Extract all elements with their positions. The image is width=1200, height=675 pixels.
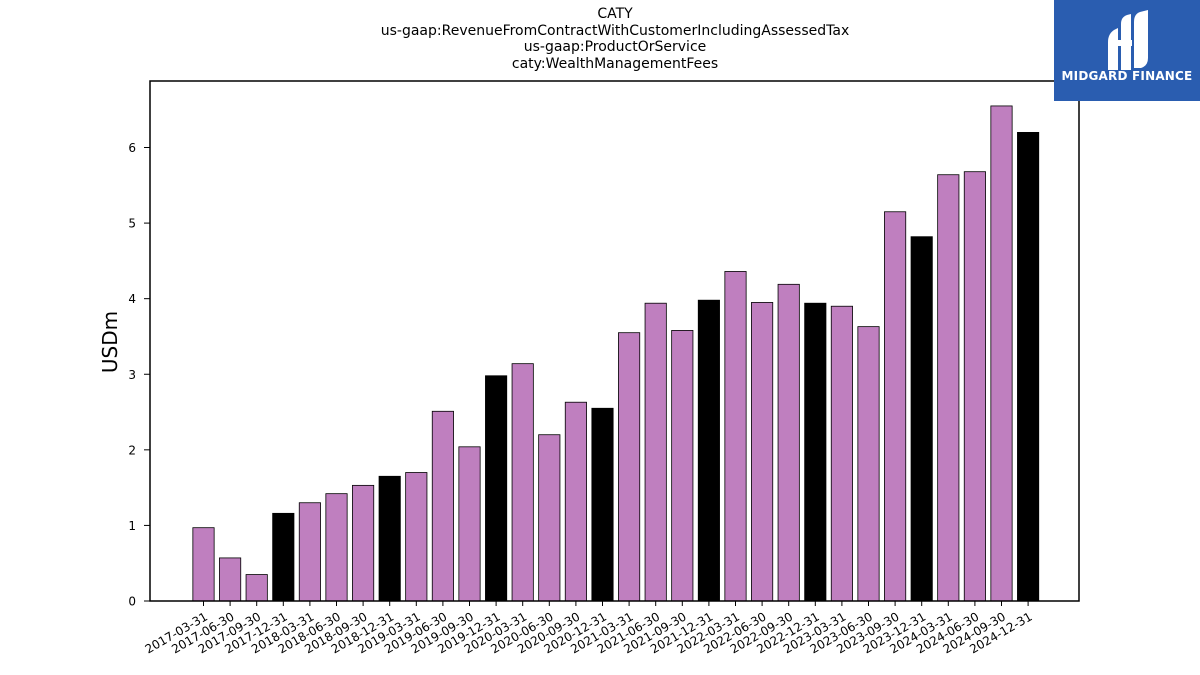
bar-2017-12-31: [272, 512, 295, 602]
y-tick-label: 4: [128, 292, 136, 306]
bar-2017-09-30: [245, 574, 268, 602]
bar-2021-03-31: [618, 332, 641, 602]
bar-2020-09-30: [564, 401, 587, 602]
title-line-concept: us-gaap:RevenueFromContractWithCustomerI…: [380, 22, 850, 39]
bar-2020-03-31: [511, 363, 534, 602]
bar-2023-12-31: [910, 236, 933, 602]
bar-2024-03-31: [937, 174, 960, 602]
y-tick-label: 1: [128, 519, 136, 533]
bar-2024-09-30: [990, 105, 1013, 602]
bar-2022-12-31: [804, 302, 827, 602]
title-line-member: caty:WealthManagementFees: [511, 55, 719, 72]
bar-2020-12-31: [591, 407, 614, 602]
bar-2023-06-30: [857, 326, 880, 602]
x-axis: 2017-03-312017-06-302017-09-302017-12-31…: [143, 601, 1035, 656]
chart-title: CATY us-gaap:RevenueFromContractWithCust…: [0, 6, 1200, 72]
brand-logo: MIDGARD FINANCE: [1054, 0, 1200, 101]
bar-2022-09-30: [777, 283, 800, 602]
title-line-axis: us-gaap:ProductOrService: [523, 39, 707, 55]
bar-2021-06-30: [644, 302, 667, 602]
title-line-ticker: CATY: [597, 6, 633, 22]
bar-2019-09-30: [458, 446, 481, 602]
bar-2018-06-30: [325, 493, 348, 602]
bar-2019-06-30: [431, 410, 454, 602]
bar-2023-03-31: [830, 305, 853, 602]
bar-2022-03-31: [724, 271, 747, 602]
bar-2017-03-31: [192, 527, 215, 602]
plot-frame: [149, 80, 1080, 602]
y-tick-label: 5: [128, 217, 136, 231]
bar-2020-06-30: [538, 434, 561, 602]
bar-2018-12-31: [378, 475, 401, 602]
y-axis-label: USDm: [98, 311, 122, 373]
logo-text: MIDGARD FINANCE: [1061, 69, 1193, 83]
bar-2021-12-31: [697, 299, 720, 602]
y-axis: 0 1 2 3 4 5 6: [128, 141, 150, 609]
bars-group: [192, 105, 1040, 602]
bar-2021-09-30: [671, 330, 694, 602]
y-tick-label: 6: [128, 141, 136, 155]
logo-mark-icon: [1108, 10, 1148, 70]
bar-2019-12-31: [485, 375, 508, 602]
y-tick-label: 3: [128, 368, 136, 382]
bar-2019-03-31: [405, 472, 428, 602]
y-tick-label: 2: [128, 443, 136, 457]
bar-2024-12-31: [1017, 131, 1040, 602]
bar-2022-06-30: [751, 302, 774, 602]
bar-2018-03-31: [298, 502, 321, 602]
y-tick-label: 0: [128, 595, 136, 609]
bar-2018-09-30: [352, 484, 375, 602]
bar-2024-06-30: [963, 171, 986, 602]
bar-2023-09-30: [884, 211, 907, 602]
bar-2017-06-30: [219, 557, 242, 602]
